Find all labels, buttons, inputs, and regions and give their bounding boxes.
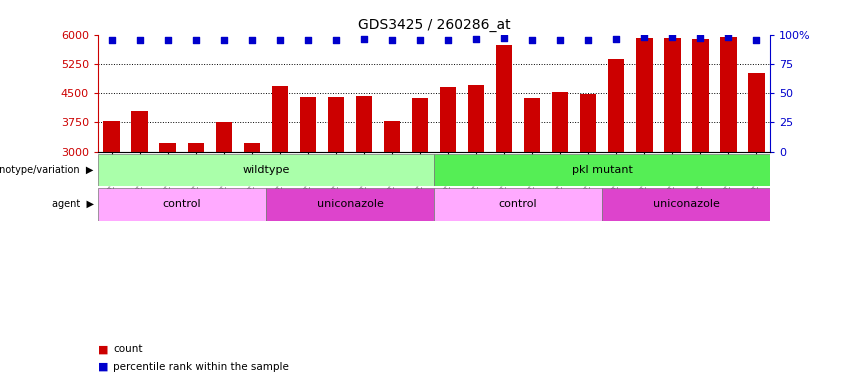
Bar <box>356 96 373 152</box>
Point <box>301 37 315 43</box>
Point <box>273 37 287 43</box>
Bar <box>692 39 709 152</box>
Bar <box>271 86 288 152</box>
Bar <box>159 143 176 152</box>
Bar <box>664 38 681 152</box>
Text: uniconazole: uniconazole <box>317 199 384 210</box>
Point <box>441 37 454 43</box>
Point <box>722 34 735 40</box>
Point <box>609 36 623 42</box>
Text: genotype/variation  ▶: genotype/variation ▶ <box>0 165 94 175</box>
Bar <box>551 92 568 152</box>
Text: ■: ■ <box>98 344 108 354</box>
Text: control: control <box>499 199 537 210</box>
Point <box>386 37 399 43</box>
Bar <box>440 87 456 152</box>
Bar <box>412 98 428 152</box>
Bar <box>602 188 770 221</box>
Bar <box>98 154 434 186</box>
Bar <box>434 154 770 186</box>
Bar <box>580 94 597 152</box>
Bar <box>384 121 400 152</box>
Point <box>581 37 595 43</box>
Point <box>694 35 707 41</box>
Point <box>637 34 651 40</box>
Point <box>665 34 679 40</box>
Bar <box>187 143 204 152</box>
Point <box>245 37 259 43</box>
Point <box>750 37 763 43</box>
Point <box>189 37 203 43</box>
Point <box>105 37 118 43</box>
Text: uniconazole: uniconazole <box>653 199 720 210</box>
Bar <box>720 36 736 152</box>
Point <box>497 35 511 41</box>
Point <box>469 36 483 42</box>
Point <box>329 37 343 43</box>
Bar <box>243 143 260 152</box>
Point <box>133 37 146 43</box>
Text: wildtype: wildtype <box>243 165 289 175</box>
Bar <box>748 73 764 152</box>
Text: agent  ▶: agent ▶ <box>52 199 94 210</box>
Bar <box>131 111 148 152</box>
Bar <box>636 38 653 152</box>
Text: percentile rank within the sample: percentile rank within the sample <box>113 362 289 372</box>
Text: pkl mutant: pkl mutant <box>572 165 632 175</box>
Bar <box>467 84 484 152</box>
Text: count: count <box>113 344 143 354</box>
Bar <box>98 188 266 221</box>
Point <box>553 37 567 43</box>
Point <box>525 37 539 43</box>
Title: GDS3425 / 260286_at: GDS3425 / 260286_at <box>357 18 511 32</box>
Point <box>161 37 174 43</box>
Text: ■: ■ <box>98 362 108 372</box>
Bar <box>215 122 232 152</box>
Bar <box>328 98 345 152</box>
Bar <box>495 45 512 152</box>
Bar <box>523 98 540 152</box>
Point <box>414 37 427 43</box>
Bar <box>608 59 625 152</box>
Bar <box>104 121 120 152</box>
Bar <box>300 98 317 152</box>
Text: control: control <box>163 199 201 210</box>
Point <box>217 37 231 43</box>
Point <box>357 36 371 42</box>
Bar <box>266 188 434 221</box>
Bar <box>434 188 602 221</box>
